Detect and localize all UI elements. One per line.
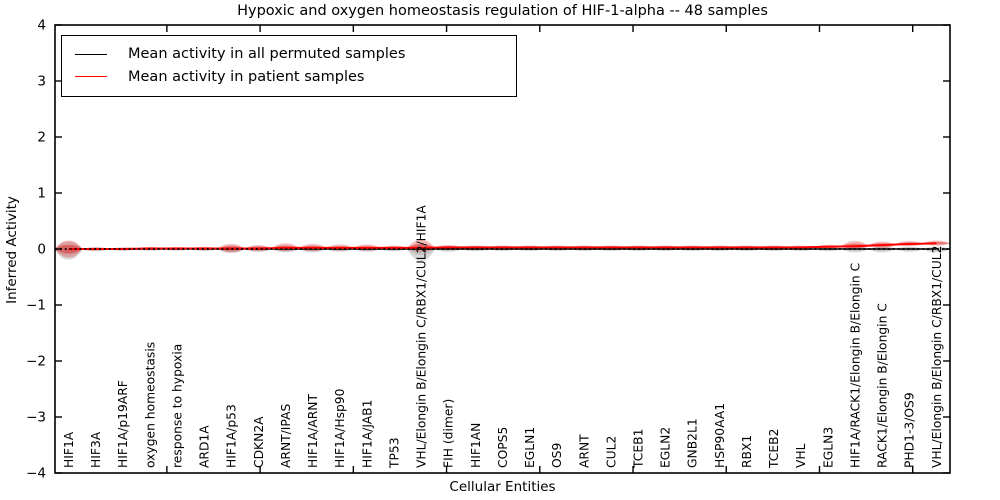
y-tick-label: −1 <box>26 298 46 314</box>
x-category-label: HIF1A/RACK1/Elongin B/Elongin C <box>848 263 862 468</box>
x-category-label: HIF1A <box>62 431 76 468</box>
x-category-label: HIF3A <box>89 431 103 468</box>
y-tick-label: −4 <box>26 466 46 482</box>
x-category-label: VHL/Elongin B/Elongin C/RBX1/CUL2/HIF1A <box>415 205 429 468</box>
x-category-label: EGLN3 <box>821 427 835 468</box>
x-category-label: HIF1AN <box>469 423 483 468</box>
x-axis-ticks <box>166 25 914 473</box>
x-category-label: CUL2 <box>604 436 618 468</box>
x-category-label: FIH (dimer) <box>442 399 456 468</box>
legend-entry-patient: Mean activity in patient samples <box>75 66 504 89</box>
chart-title: Hypoxic and oxygen homeostasis regulatio… <box>237 3 768 19</box>
y-tick-label: −3 <box>26 410 46 426</box>
legend: Mean activity in all permuted samples Me… <box>61 35 517 97</box>
x-category-label: HSP90AA1 <box>713 403 727 468</box>
x-category-label: HIF1A/JAB1 <box>360 400 374 468</box>
x-category-label: TCEB2 <box>767 429 781 469</box>
x-category-label: TP53 <box>387 437 401 469</box>
y-axis-ticks: −4 −3 −2 −1 0 1 2 3 4 <box>26 18 950 482</box>
violin-band-permuted <box>54 241 951 261</box>
x-category-label: response to hypoxia <box>170 344 184 468</box>
x-category-label: CDKN2A <box>252 416 266 468</box>
x-category-label: ARNT <box>577 434 591 468</box>
x-category-label: HIF1A/p53 <box>225 404 239 468</box>
x-category-label: TCEB1 <box>632 429 646 469</box>
y-tick-label: 0 <box>37 242 46 258</box>
x-category-label: EGLN1 <box>523 427 537 468</box>
x-category-label: oxygen homeostasis <box>143 342 157 468</box>
y-tick-label: 3 <box>37 74 46 90</box>
x-category-label: HIF1A/p19ARF <box>116 380 130 468</box>
x-axis-label: Cellular Entities <box>449 479 556 495</box>
x-category-label: RBX1 <box>740 435 754 468</box>
y-tick-label: 4 <box>37 18 46 34</box>
legend-label: Mean activity in all permuted samples <box>128 46 406 63</box>
legend-entry-permuted: Mean activity in all permuted samples <box>75 43 504 66</box>
x-category-label: VHL <box>794 443 808 468</box>
x-category-label: GNB2L1 <box>686 418 700 468</box>
y-tick-label: −2 <box>26 354 46 370</box>
x-category-label: ARNT/IPAS <box>279 404 293 468</box>
x-category-label: HIF1A/ARNT <box>306 394 320 468</box>
x-category-label: HIF1A/Hsp90 <box>333 389 347 468</box>
x-category-label: PHD1-3/OS9 <box>903 392 917 468</box>
y-tick-label: 1 <box>37 186 46 202</box>
x-category-label: VHL/Elongin B/Elongin C/RBX1/CUL2 <box>930 246 944 468</box>
x-category-label: OS9 <box>550 443 564 468</box>
x-category-label: EGLN2 <box>659 427 673 468</box>
x-category-label: RACK1/Elongin B/Elongin C <box>876 303 890 468</box>
legend-line-sample-red <box>75 76 107 78</box>
legend-line-sample-black <box>75 53 107 55</box>
legend-label: Mean activity in patient samples <box>128 68 365 85</box>
y-tick-label: 2 <box>37 130 46 146</box>
x-category-labels: HIF1A HIF3A HIF1A/p19ARF oxygen homeostasis… <box>62 205 944 469</box>
x-category-label: COPS5 <box>496 427 510 468</box>
x-category-label: ARD1A <box>198 425 212 468</box>
